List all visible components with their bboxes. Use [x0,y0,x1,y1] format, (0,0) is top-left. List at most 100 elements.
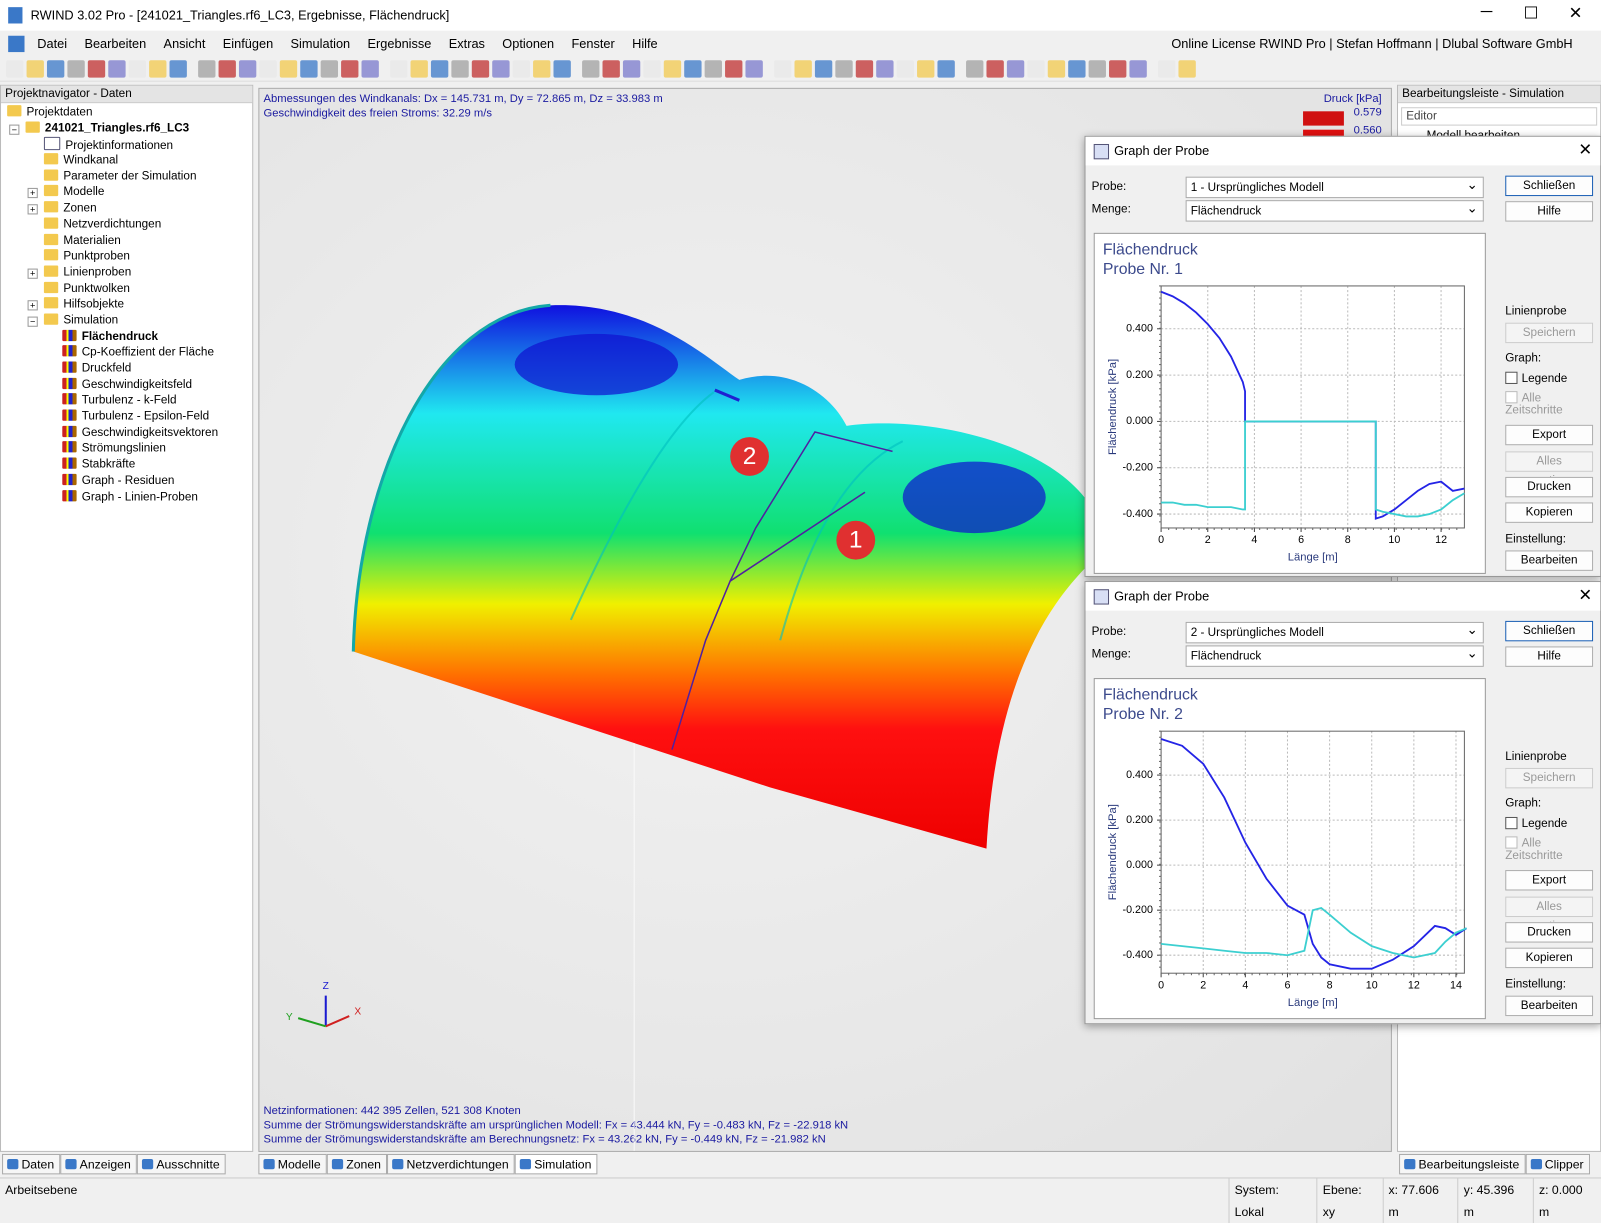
button[interactable]: Bearbeiten [1505,550,1594,571]
menu-item[interactable]: Bearbeiten [84,36,147,52]
toolbar-icon[interactable] [169,60,187,78]
button[interactable]: Hilfe [1505,201,1594,222]
toolbar-icon[interactable] [725,60,743,78]
menu-item[interactable]: Ansicht [163,36,206,52]
tab[interactable]: Zonen [326,1153,388,1175]
tab[interactable]: Simulation [514,1153,598,1175]
menu-item[interactable]: Datei [37,36,68,52]
tab[interactable]: Modelle [258,1153,327,1175]
tree-item[interactable]: Punktproben [1,249,252,265]
toolbar-icon[interactable] [46,60,65,78]
toolbar-icon[interactable] [430,60,449,78]
toolbar-icon[interactable] [198,60,216,78]
toolbar-icon[interactable] [512,60,531,78]
tree-item[interactable]: Turbulenz - k-Feld [1,393,252,410]
expander[interactable]: + [27,300,38,311]
tab[interactable]: Ausschnitte [136,1153,226,1175]
maximize[interactable]: ☐ [1523,5,1539,23]
toolbar-icon[interactable] [259,60,277,78]
button[interactable]: Kopieren [1505,947,1594,969]
menu-item[interactable]: Optionen [502,36,555,52]
tree-item[interactable]: Turbulenz - Epsilon-Feld [1,409,252,426]
tree-item[interactable]: Punktwolken [1,281,252,297]
expander[interactable]: + [27,204,38,215]
toolbar-icon[interactable] [300,60,318,78]
toolbar-icon[interactable] [643,60,661,78]
tree-item[interactable]: Materialien [1,233,252,249]
toolbar-icon[interactable] [745,60,763,78]
toolbar-icon[interactable] [582,60,600,78]
toolbar-icon[interactable] [26,60,44,78]
toolbar-icon[interactable] [986,60,1004,78]
toolbar-icon[interactable] [471,60,490,78]
toolbar-icon[interactable] [814,60,833,78]
toolbar-icon[interactable] [1129,60,1147,78]
toolbar-icon[interactable] [1027,60,1045,78]
toolbar-icon[interactable] [937,60,955,78]
button[interactable]: Schließen [1505,620,1594,642]
tab[interactable]: Clipper [1525,1153,1590,1175]
tree-item[interactable]: Cp-Koeffizient der Fläche [1,345,252,361]
menge-select[interactable]: Flächendruck [1185,642,1484,667]
tree-item[interactable]: Windkanal [1,153,252,169]
toolbar-icon[interactable] [684,60,702,78]
toolbar-icon[interactable] [492,60,510,78]
toolbar-icon[interactable] [6,60,24,78]
button[interactable]: Schließen [1505,175,1594,197]
probe-select[interactable]: 2 - Ursprüngliches Modell [1185,619,1484,644]
button[interactable]: Drucken [1505,922,1594,943]
toolbar-icon[interactable] [855,60,874,78]
toolbar-icon[interactable] [149,60,167,78]
tree-item[interactable]: Projektinformationen [1,137,252,153]
tree-item[interactable]: Graph - Linien-Proben [1,489,252,506]
tree-item[interactable]: − 241021_Triangles.rf6_LC3 [1,121,252,137]
menge-select[interactable]: Flächendruck [1185,197,1484,222]
dialog-close[interactable]: ✕ [1578,141,1593,160]
button[interactable]: Bearbeiten [1505,995,1594,1017]
tree-item[interactable]: Flächendruck [1,329,252,345]
tree-item[interactable]: + Zonen [1,201,252,217]
button[interactable]: Drucken [1505,476,1594,498]
tree-item[interactable]: + Hilfsobjekte [1,297,252,313]
tree-item[interactable]: Druckfeld [1,361,252,378]
tree-item[interactable]: − Simulation [1,313,252,329]
toolbar-icon[interactable] [67,60,85,78]
toolbar-icon[interactable] [876,60,894,78]
expander[interactable]: + [27,268,38,279]
expander[interactable]: + [27,188,38,199]
toolbar-icon[interactable] [128,60,147,78]
close-window[interactable]: ✕ [1568,5,1583,23]
toolbar-icon[interactable] [602,60,620,78]
expander[interactable]: − [27,316,38,327]
toolbar-icon[interactable] [966,60,984,78]
menu-item[interactable]: Ergebnisse [367,36,432,52]
button[interactable]: Export [1505,424,1594,446]
tree-item[interactable]: + Modelle [1,185,252,201]
toolbar-icon[interactable] [622,60,641,78]
toolbar-icon[interactable] [1109,60,1127,78]
toolbar-icon[interactable] [451,60,469,78]
toolbar-icon[interactable] [794,60,812,78]
toolbar-icon[interactable] [279,60,298,78]
toolbar-icon[interactable] [663,60,682,78]
toolbar-icon[interactable] [390,60,408,78]
probe-select[interactable]: 1 - Ursprüngliches Modell [1185,174,1484,199]
checkbox[interactable]: Legende [1505,371,1567,385]
tree-item[interactable]: Projektdaten [1,105,252,121]
tree-item[interactable]: Graph - Residuen [1,473,252,490]
button[interactable]: Export [1505,870,1594,891]
toolbar-icon[interactable] [533,60,551,78]
toolbar-icon[interactable] [1088,60,1106,78]
tab[interactable]: Netzverdichtungen [387,1153,515,1175]
tab[interactable]: Anzeigen [60,1153,137,1175]
minimize[interactable]: ─ [1480,3,1493,21]
menu-item[interactable]: Simulation [290,36,351,52]
tree-item[interactable]: Parameter der Simulation [1,169,252,185]
toolbar-icon[interactable] [1006,60,1025,78]
toolbar-icon[interactable] [1068,60,1086,78]
button[interactable]: Kopieren [1505,502,1594,523]
toolbar-icon[interactable] [361,60,379,78]
toolbar-icon[interactable] [917,60,935,78]
toolbar-icon[interactable] [410,60,428,78]
menu-item[interactable]: Extras [448,36,485,52]
